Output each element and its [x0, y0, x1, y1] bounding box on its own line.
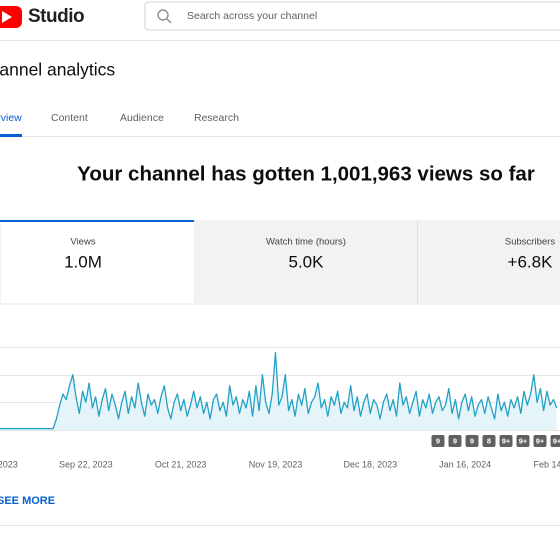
upload-marker-label: 9+ [502, 436, 511, 445]
upload-marker[interactable] [448, 435, 462, 447]
upload-marker-label: 9 [436, 436, 440, 445]
tab[interactable]: Research [194, 112, 239, 124]
metric-label: Subscribers [505, 237, 555, 248]
x-tick-label: Jan 16, 2024 [439, 459, 491, 469]
metric-label: Watch time (hours) [266, 237, 346, 248]
card[interactable] [418, 221, 560, 304]
upload-marker[interactable] [550, 435, 560, 447]
x-tick-label: Dec 18, 2023 [344, 459, 398, 469]
x-tick-label: Feb 14, 2024 [533, 459, 560, 469]
search-icon [166, 18, 172, 24]
headline: Your channel has gotten 1,001,963 views … [77, 162, 535, 185]
upload-marker[interactable] [533, 435, 547, 447]
upload-marker[interactable] [482, 435, 496, 447]
card[interactable] [194, 221, 417, 304]
x-tick-label: Oct 21, 2023 [155, 459, 207, 469]
search-icon [157, 9, 169, 21]
upload-marker[interactable] [516, 435, 530, 447]
metric-value: 5.0K [289, 252, 325, 271]
card-selected [0, 220, 194, 222]
upload-marker-label: 9+ [519, 436, 528, 445]
metric-value: +6.8K [508, 252, 554, 271]
line [0, 351, 558, 430]
search-placeholder: Search across your channel [187, 10, 317, 22]
tab[interactable]: Audience [120, 112, 164, 124]
search-box[interactable] [144, 1, 560, 31]
upload-marker-label: 8 [487, 436, 491, 445]
upload-marker[interactable] [465, 435, 479, 447]
upload-marker-label: 9+ [553, 436, 560, 445]
tab-indicator [0, 134, 22, 137]
upload-marker-label: 9+ [536, 436, 545, 445]
area [0, 352, 557, 430]
metric-label: Views [70, 237, 95, 248]
tab[interactable]: Content [51, 112, 88, 124]
upload-marker-label: 9 [453, 436, 457, 445]
upload-marker[interactable] [431, 435, 445, 447]
x-tick-label: Nov 19, 2023 [249, 459, 303, 469]
x-tick-label: Aug 24, 2023 [0, 459, 18, 469]
logo-play [2, 11, 12, 23]
metric-value: 1.0M [64, 252, 102, 271]
page-title: Channel analytics [0, 60, 115, 80]
logo-text[interactable]: Studio [28, 6, 85, 27]
x-tick-label: Sep 22, 2023 [59, 459, 113, 469]
upload-marker-label: 9 [470, 436, 474, 445]
see-more[interactable]: SEE MORE [0, 495, 55, 507]
tab[interactable]: Overview [0, 112, 22, 124]
upload-marker[interactable] [499, 435, 513, 447]
